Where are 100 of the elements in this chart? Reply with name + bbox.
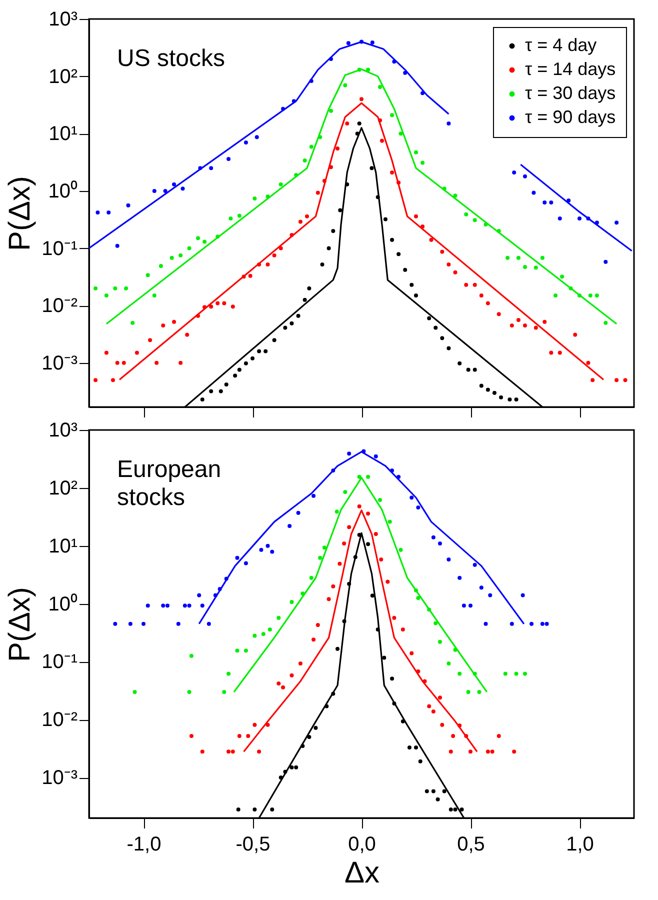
point [468, 604, 472, 608]
point [290, 321, 294, 326]
point [312, 494, 316, 498]
point [560, 274, 564, 279]
point [345, 122, 350, 126]
point [336, 146, 340, 151]
point [226, 750, 231, 754]
point [382, 656, 386, 660]
point [390, 676, 394, 681]
point [94, 378, 98, 382]
point [244, 140, 248, 145]
y-tick-label: 10⁻³ [42, 767, 78, 790]
point [374, 532, 378, 536]
point [479, 293, 484, 298]
point [472, 218, 477, 222]
point [200, 397, 204, 402]
point [172, 182, 176, 186]
point [403, 268, 408, 272]
point [110, 378, 115, 382]
point [594, 293, 599, 298]
point [366, 542, 370, 546]
point [266, 544, 270, 548]
point [146, 273, 150, 278]
point [163, 188, 168, 193]
point [235, 556, 240, 560]
point [549, 350, 554, 355]
point [318, 556, 322, 560]
x-tick-label: -1,0 [126, 834, 162, 856]
point [370, 594, 374, 598]
y-tick-label: 10⁰ [48, 179, 78, 202]
point [427, 704, 432, 708]
point [244, 648, 248, 653]
point [290, 765, 294, 770]
point [486, 388, 490, 392]
point [558, 216, 562, 221]
point [400, 627, 405, 632]
point [506, 256, 510, 260]
point [434, 621, 438, 626]
point [259, 548, 264, 552]
point [115, 360, 120, 365]
point [427, 316, 432, 320]
point [281, 685, 286, 690]
point [170, 256, 174, 260]
point [154, 360, 159, 365]
point [512, 750, 516, 754]
point [578, 216, 582, 221]
point [604, 260, 608, 264]
point [206, 622, 211, 626]
point [514, 672, 518, 676]
point [440, 250, 444, 254]
point [453, 270, 458, 274]
point [370, 40, 374, 44]
point [496, 312, 501, 316]
y-tick-label: 10⁻¹ [42, 238, 78, 260]
x-tick-label: 0,5 [457, 834, 485, 856]
point [523, 265, 527, 270]
point [197, 593, 202, 598]
point [113, 286, 118, 290]
point [542, 320, 547, 324]
point [420, 160, 425, 165]
point [283, 326, 288, 330]
point [540, 622, 544, 626]
y-axis-title: P(Δx) [4, 176, 37, 252]
point [604, 320, 608, 325]
point [134, 350, 139, 355]
point [490, 750, 494, 754]
point [357, 504, 362, 508]
point [132, 690, 137, 694]
point [113, 622, 118, 626]
point [250, 356, 254, 360]
point [486, 750, 490, 754]
point [233, 374, 238, 378]
point [366, 474, 370, 479]
point [416, 505, 420, 510]
point [424, 789, 429, 794]
point [152, 188, 156, 193]
point [431, 710, 436, 714]
y-tick-label: 10³ [48, 420, 78, 442]
point [472, 282, 477, 287]
point [309, 576, 314, 580]
point [549, 200, 554, 204]
point [380, 138, 384, 143]
x-tick-label: 0,0 [348, 834, 376, 856]
point [466, 690, 470, 694]
point [178, 253, 183, 258]
point [237, 368, 242, 372]
point [407, 745, 412, 750]
point [573, 332, 578, 337]
point [146, 604, 150, 608]
y-tick-label: 10⁰ [48, 592, 78, 616]
point [261, 632, 266, 636]
point [451, 734, 456, 738]
point [520, 593, 525, 598]
point [248, 274, 252, 278]
point [374, 454, 378, 458]
point [446, 262, 451, 267]
point [290, 673, 294, 678]
point [257, 750, 262, 754]
point [276, 682, 281, 686]
point [257, 349, 262, 354]
